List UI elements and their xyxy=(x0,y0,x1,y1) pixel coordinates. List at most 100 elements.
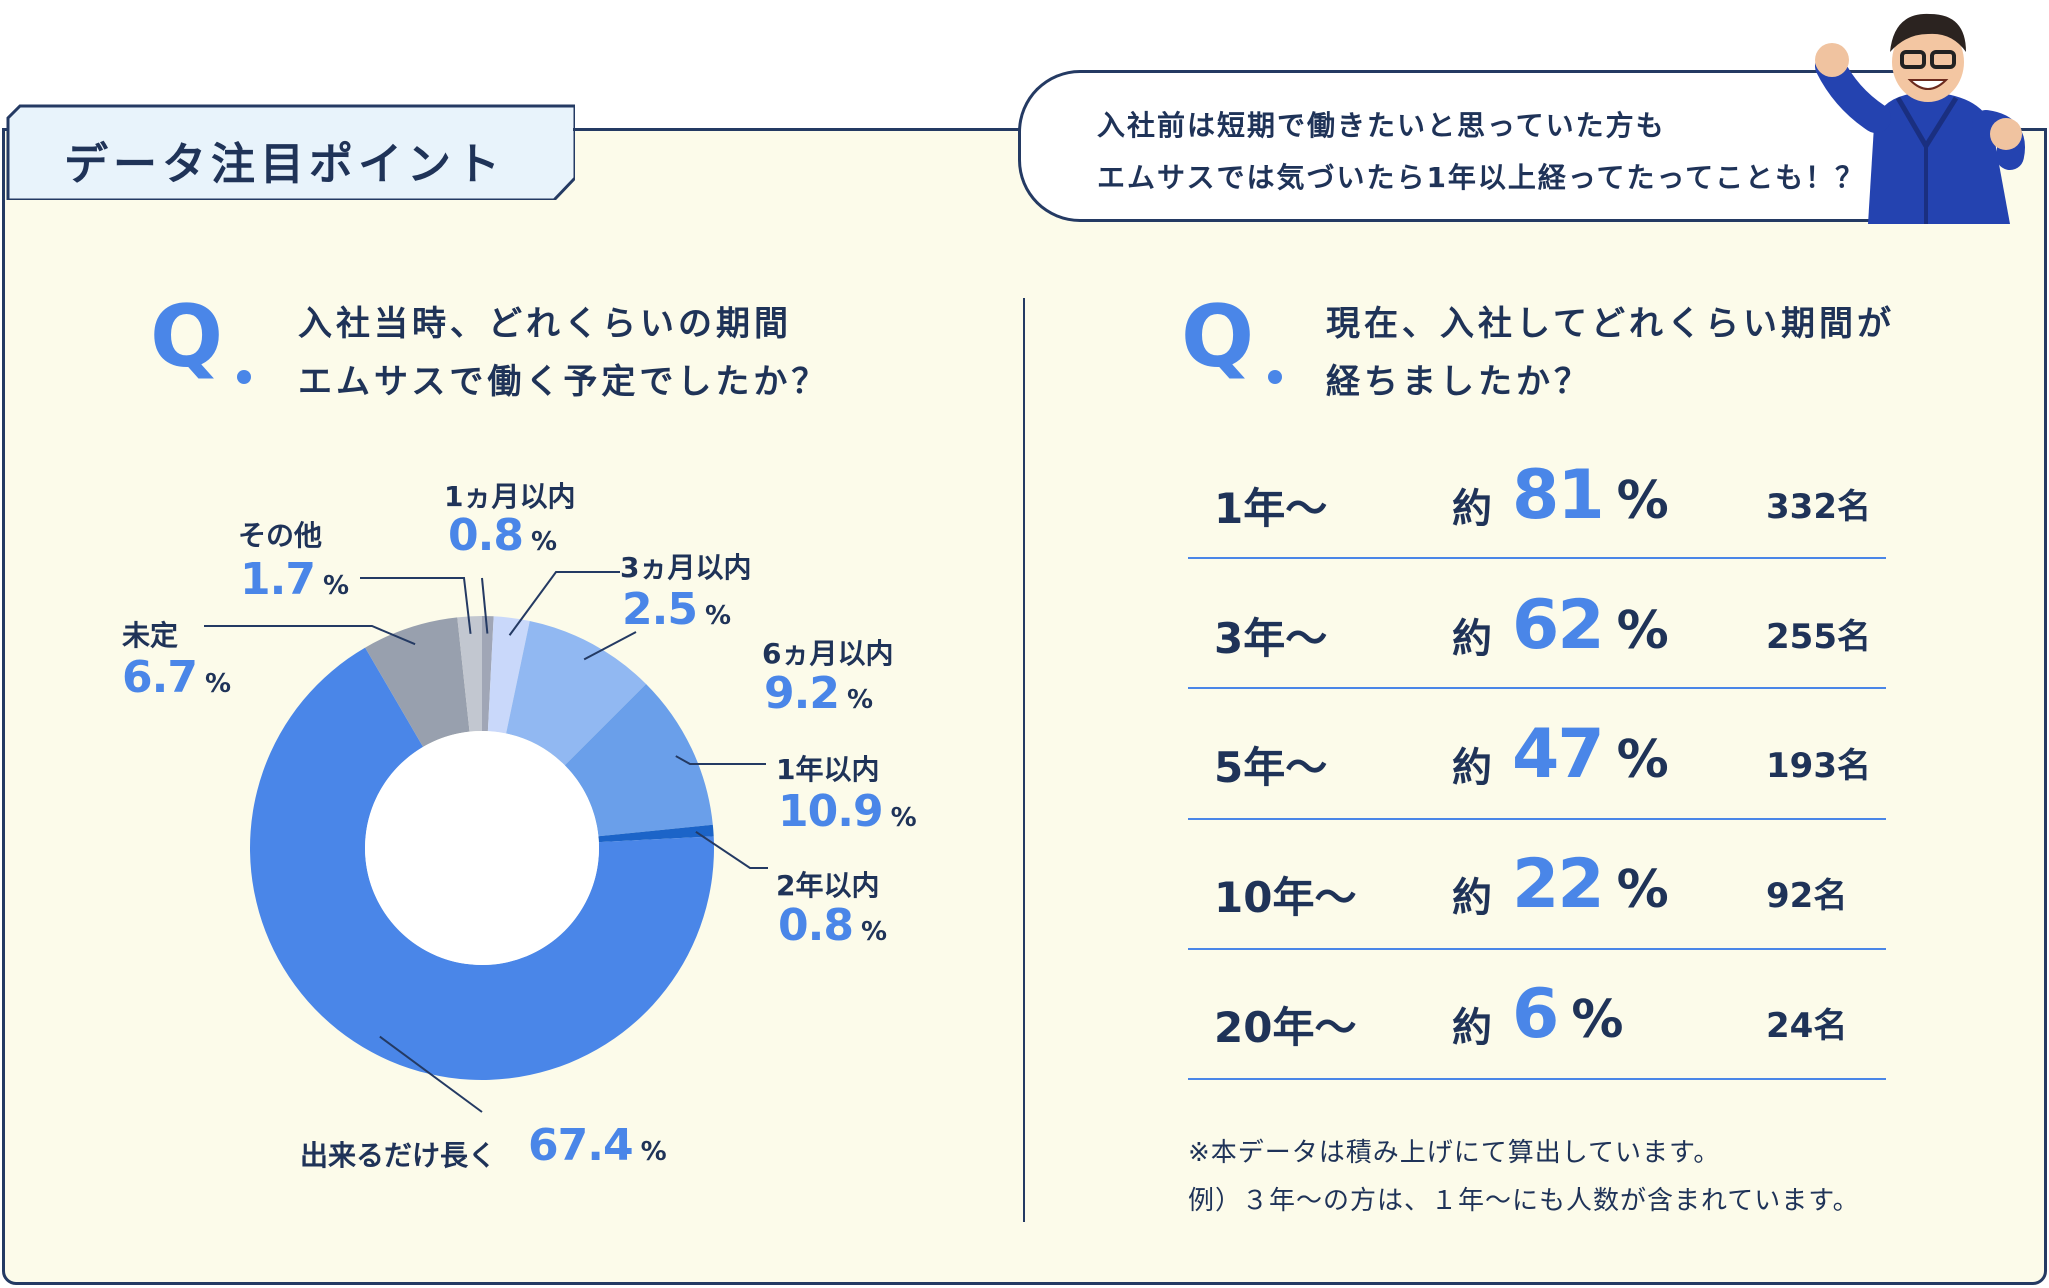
label-m1-name: 1ヵ月以内 xyxy=(444,480,576,513)
leader-line-1 xyxy=(481,577,489,634)
leader-line-7 xyxy=(204,625,416,646)
label-other-number: 1.7 xyxy=(240,554,316,605)
label-other-name: その他 xyxy=(238,519,323,552)
donut-slice-4 xyxy=(564,683,713,837)
row-3-number: 47 xyxy=(1512,715,1605,794)
label-y2-name: 2年以内 xyxy=(776,869,880,902)
label-m6-number: 9.2 xyxy=(764,668,840,719)
row-2-number: 62 xyxy=(1512,586,1605,665)
row-3-rule xyxy=(1188,818,1886,820)
label-m6-value: 9.2% xyxy=(764,668,873,719)
label-undecided-number: 6.7 xyxy=(122,652,198,703)
row-1-value: 81% xyxy=(1512,456,1669,535)
row-2-count: 255名 xyxy=(1766,617,1871,657)
label-undecided-value: 6.7% xyxy=(122,652,231,703)
row-4-count: 92名 xyxy=(1766,876,1848,916)
label-long-name: 出来るだけ長く xyxy=(300,1139,497,1172)
right-question-line-1: 現在、入社してどれくらい期間が xyxy=(1326,304,1895,344)
label-y1-number: 10.9 xyxy=(778,786,884,837)
row-1-yaku: 約 xyxy=(1452,486,1492,532)
label-m3-value: 2.5% xyxy=(622,584,731,635)
row-2-label: 3年～ xyxy=(1214,614,1328,663)
row-5-value: 6% xyxy=(1512,975,1623,1054)
row-3-yaku: 約 xyxy=(1452,745,1492,791)
label-undecided-name: 未定 xyxy=(122,619,179,652)
left-question-line-2: エムサスで働く予定でしたか？ xyxy=(298,362,830,402)
row-4-rule xyxy=(1188,948,1886,950)
label-long-value: 67.4% xyxy=(528,1120,667,1171)
heading-title: データ注目ポイント xyxy=(64,139,505,190)
donut-slice-8 xyxy=(457,616,482,732)
row-5-rule xyxy=(1188,1078,1886,1080)
label-y2-value: 0.8% xyxy=(778,900,887,951)
donut-slice-7 xyxy=(365,617,470,747)
row-3-value: 47% xyxy=(1512,715,1669,794)
row-2-rule xyxy=(1188,687,1886,689)
donut-slice-2 xyxy=(487,616,530,734)
label-m1-value: 0.8% xyxy=(448,510,557,561)
donut-slice-1 xyxy=(482,616,494,732)
label-long-number: 67.4 xyxy=(528,1120,634,1171)
label-y2-unit: % xyxy=(860,917,887,947)
donut-hole xyxy=(365,731,599,965)
row-1-number: 81 xyxy=(1512,456,1605,535)
label-other-value: 1.7% xyxy=(240,554,349,605)
leader-line-6 xyxy=(379,1035,483,1113)
q-dot-left xyxy=(237,370,251,384)
row-5-unit: % xyxy=(1571,990,1623,1050)
row-4-unit: % xyxy=(1616,860,1669,920)
label-m3-number: 2.5 xyxy=(622,584,698,635)
row-5-number: 6 xyxy=(1512,975,1559,1054)
q-dot-right xyxy=(1268,370,1282,384)
row-3-count: 193名 xyxy=(1766,746,1871,786)
label-undecided-unit: % xyxy=(204,669,231,699)
row-5-count: 24名 xyxy=(1766,1006,1848,1046)
label-other-unit: % xyxy=(322,571,349,601)
row-1-count: 332名 xyxy=(1766,487,1871,527)
bubble-line-2: エムサスでは気づいたら1年以上経ってたってことも！？ xyxy=(1097,161,1866,194)
center-divider xyxy=(1023,298,1025,1222)
leader-line-8 xyxy=(360,577,472,634)
label-long-unit: % xyxy=(640,1137,667,1167)
row-2-value: 62% xyxy=(1512,586,1669,665)
q-mark-left: Q xyxy=(150,287,224,387)
label-y1-value: 10.9% xyxy=(778,786,917,837)
bubble-line-1: 入社前は短期で働きたいと思っていた方も xyxy=(1097,109,1666,142)
row-1-unit: % xyxy=(1616,471,1669,531)
donut-slice-3 xyxy=(506,620,647,766)
row-4-yaku: 約 xyxy=(1452,875,1492,921)
row-5-yaku: 約 xyxy=(1452,1005,1492,1051)
leader-line-5 xyxy=(695,831,768,869)
row-4-label: 10年～ xyxy=(1214,873,1357,922)
row-2-yaku: 約 xyxy=(1452,616,1492,662)
right-question-line-2: 経ちましたか？ xyxy=(1326,362,1592,402)
note-line-1: ※本データは積み上げにて算出しています。 xyxy=(1188,1138,1721,1168)
row-3-label: 5年～ xyxy=(1214,743,1328,792)
note-line-2: 例）３年～の方は、１年～にも人数が含まれています。 xyxy=(1188,1186,1860,1216)
row-5-label: 20年～ xyxy=(1214,1003,1357,1052)
label-m6-unit: % xyxy=(846,685,873,715)
row-2-unit: % xyxy=(1616,601,1669,661)
label-m1-unit: % xyxy=(530,527,557,557)
label-m3-unit: % xyxy=(704,601,731,631)
leader-line-4 xyxy=(675,755,766,765)
speech-bubble xyxy=(1018,70,1918,222)
row-1-rule xyxy=(1188,557,1886,559)
person-illustration xyxy=(1815,13,2025,224)
label-m1-number: 0.8 xyxy=(448,510,524,561)
label-y2-number: 0.8 xyxy=(778,900,854,951)
leader-line-3 xyxy=(583,631,637,661)
label-y1-name: 1年以内 xyxy=(776,753,880,786)
label-m6-name: 6ヵ月以内 xyxy=(762,637,894,670)
leader-line-2 xyxy=(508,571,620,636)
row-1-label: 1年～ xyxy=(1214,484,1328,533)
label-m3-name: 3ヵ月以内 xyxy=(620,551,752,584)
heading-tab xyxy=(6,104,575,200)
donut-slice-5 xyxy=(598,824,714,843)
heading-rule xyxy=(573,128,1020,131)
q-mark-right: Q xyxy=(1181,287,1255,387)
left-question-line-1: 入社当時、どれくらいの期間 xyxy=(298,304,792,344)
label-y1-unit: % xyxy=(890,803,917,833)
